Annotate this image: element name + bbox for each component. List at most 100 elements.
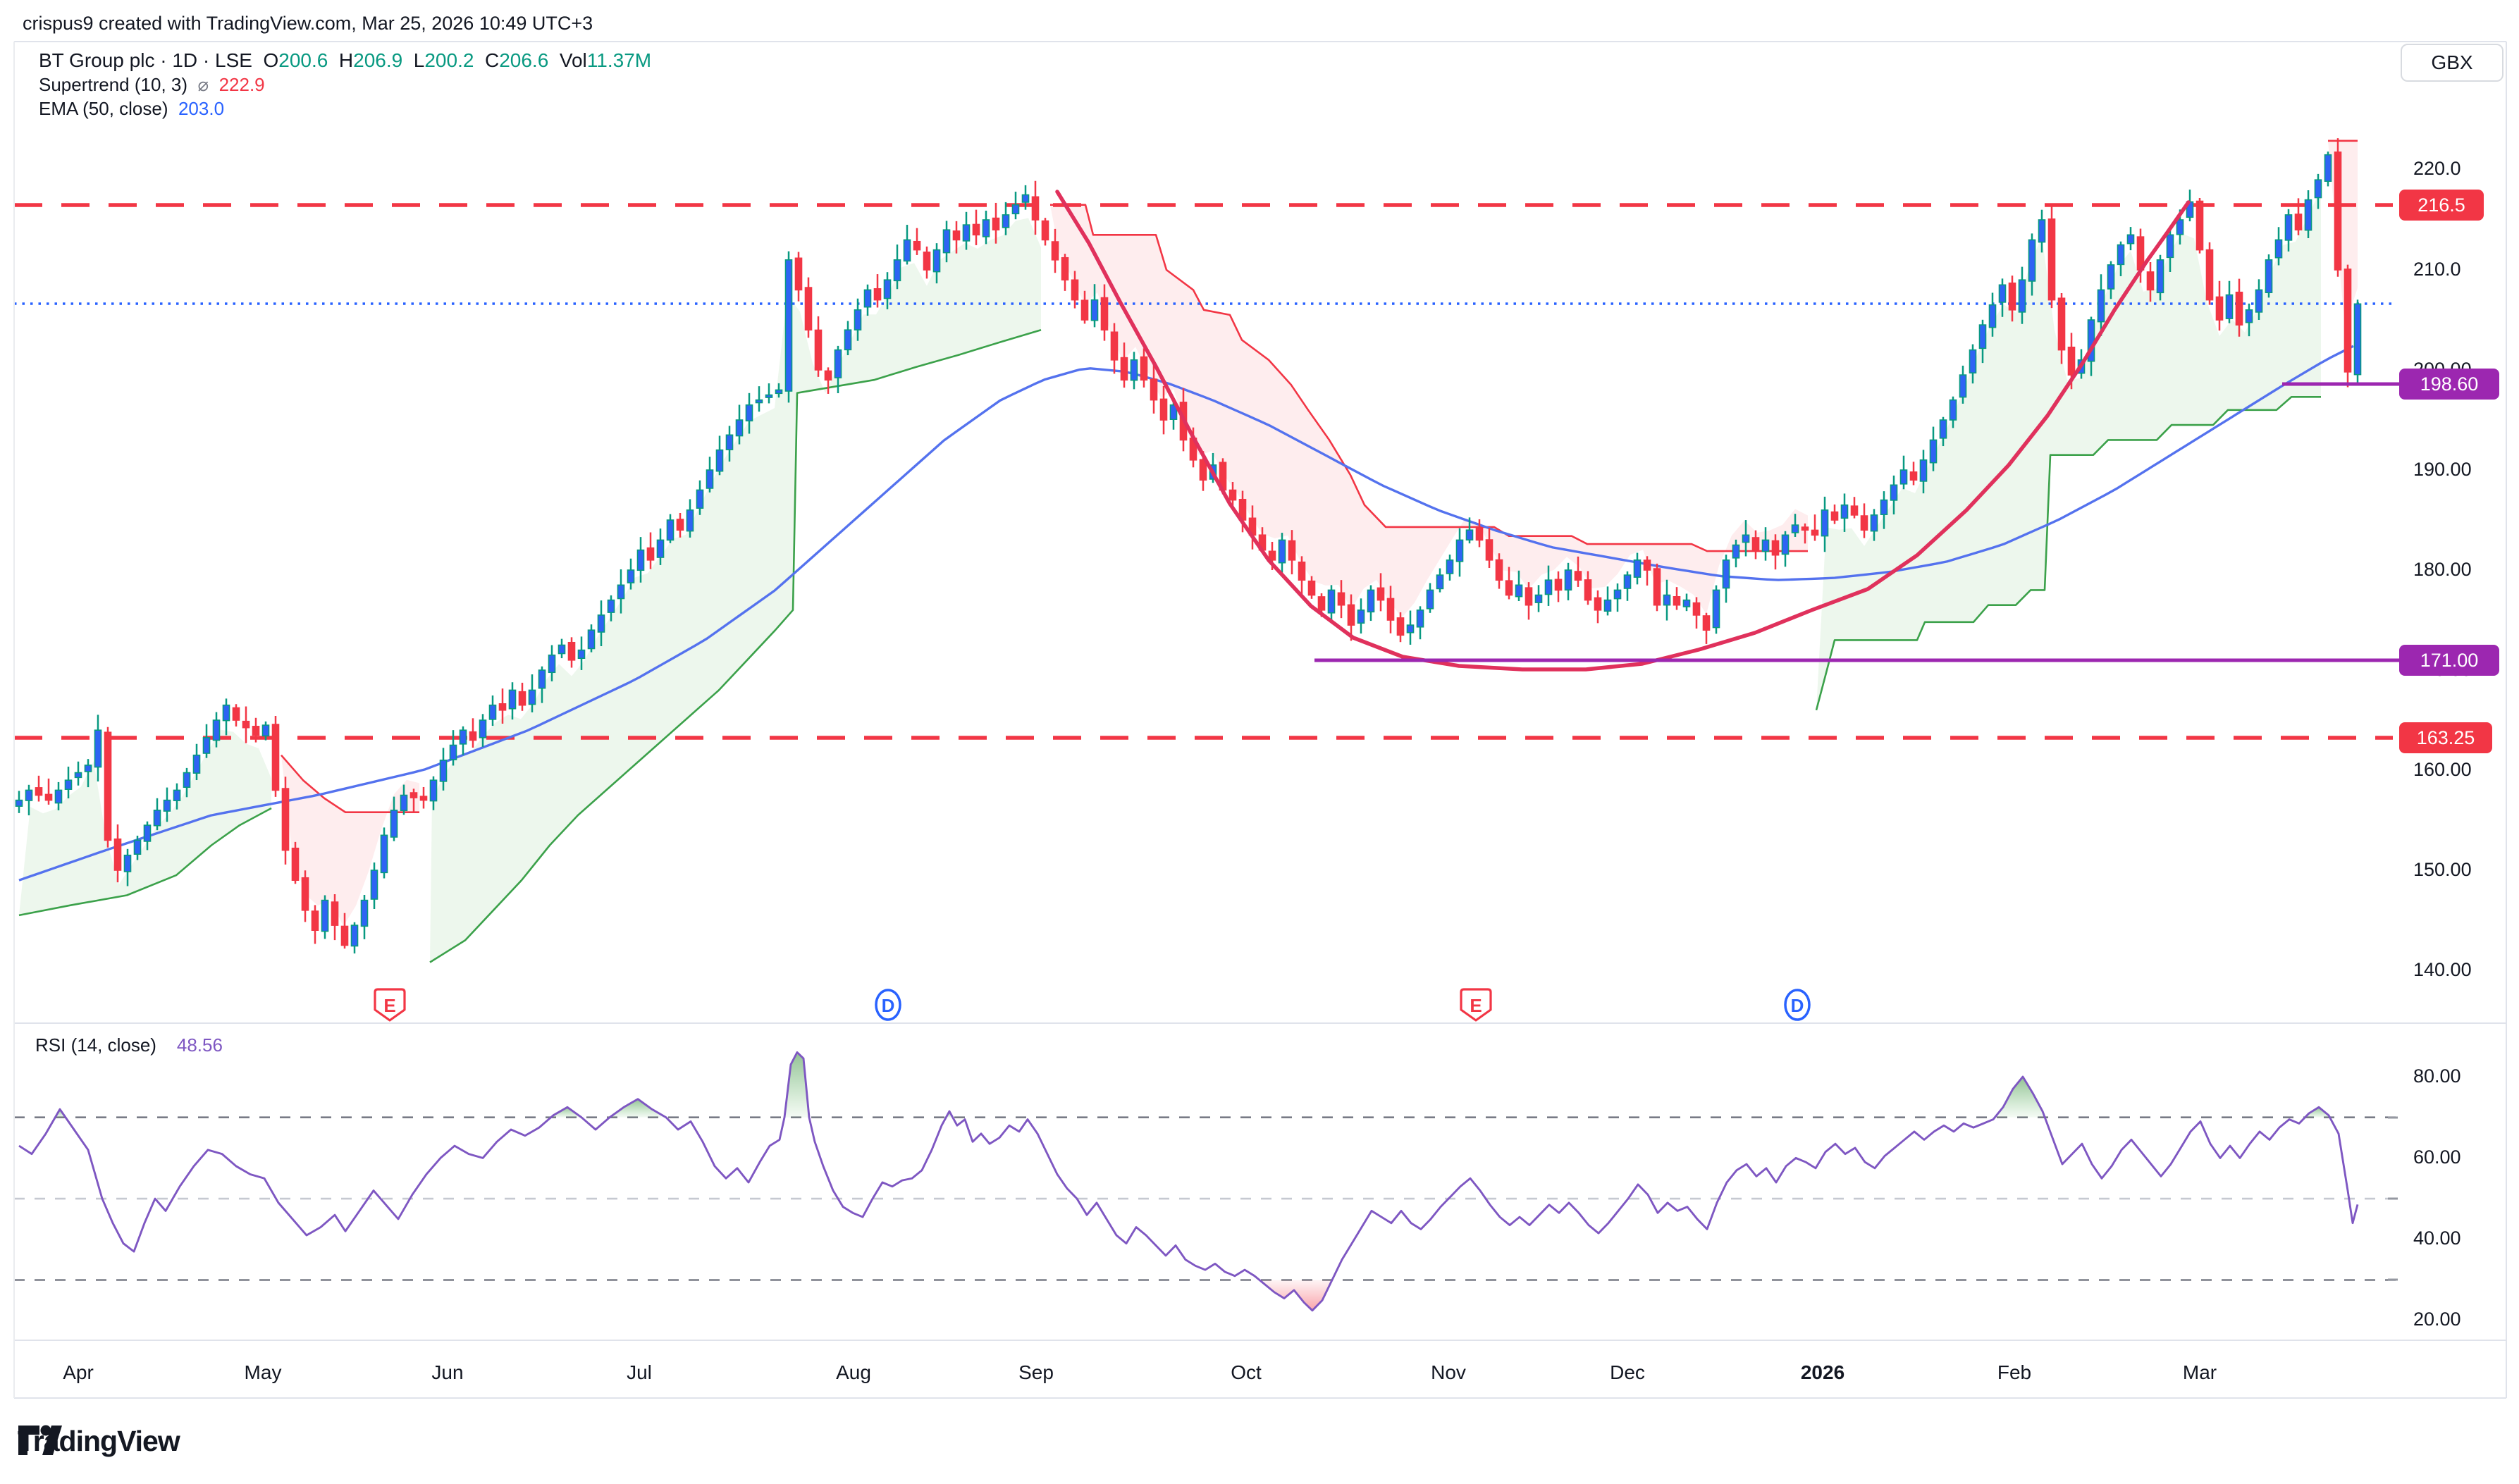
candle-body bbox=[863, 289, 872, 308]
rsi-panel[interactable] bbox=[14, 1051, 2396, 1312]
legend-part: ⌀ bbox=[187, 74, 219, 95]
event-badge-dividend[interactable]: D bbox=[875, 989, 901, 1021]
ema-legend[interactable]: EMA (50, close) 203.0 bbox=[39, 98, 224, 120]
candle-body bbox=[1031, 196, 1040, 221]
candle-body bbox=[44, 793, 53, 801]
candle-body bbox=[636, 549, 645, 571]
candle-body bbox=[2047, 218, 2056, 301]
candle-body bbox=[1228, 489, 1237, 501]
candle-body bbox=[784, 259, 793, 392]
candle-body bbox=[1673, 596, 1681, 606]
candle-body bbox=[508, 689, 517, 710]
currency-unit-badge[interactable]: GBX bbox=[2401, 44, 2503, 82]
time-axis-label-aug: Aug bbox=[836, 1361, 871, 1383]
candle-body bbox=[577, 649, 586, 660]
candle-body bbox=[2235, 291, 2243, 326]
candle-body bbox=[1959, 374, 1967, 398]
candle-body bbox=[390, 810, 398, 838]
main-price-panel[interactable] bbox=[14, 138, 2396, 963]
candle-body bbox=[1495, 559, 1503, 581]
candle-body bbox=[1298, 561, 1306, 581]
candle-body bbox=[1633, 559, 1642, 578]
candle-body bbox=[1781, 534, 1790, 555]
candle-body bbox=[1268, 550, 1276, 561]
candle-body bbox=[2117, 244, 2125, 266]
candle-body bbox=[133, 839, 142, 855]
candle-body bbox=[64, 779, 73, 790]
supertrend-fill-up bbox=[1816, 188, 2321, 710]
event-badge-letter: D bbox=[1791, 995, 1804, 1016]
candle-body bbox=[2107, 264, 2115, 290]
candle-body bbox=[1742, 534, 1750, 543]
candle-body bbox=[488, 704, 497, 720]
rsi-tick-label: 80.00 bbox=[2413, 1065, 2461, 1087]
candle-body bbox=[1821, 509, 1829, 537]
candle-body bbox=[1929, 439, 1938, 464]
candle-body bbox=[2097, 289, 2105, 323]
candle-body bbox=[567, 641, 576, 661]
event-badge-dividend[interactable]: D bbox=[1784, 989, 1811, 1021]
price-tick-label: 190.00 bbox=[2413, 459, 2472, 480]
candle-body bbox=[153, 810, 161, 827]
candle-body bbox=[291, 847, 300, 881]
time-axis-label-jun: Jun bbox=[431, 1361, 464, 1383]
candle-body bbox=[2156, 259, 2164, 294]
supertrend-line-down bbox=[1050, 204, 1808, 552]
ema-line bbox=[18, 345, 2354, 882]
candle-body bbox=[2008, 282, 2016, 311]
legend-part: H bbox=[328, 49, 354, 71]
candle-body bbox=[617, 584, 625, 600]
symbol-ohlc-legend[interactable]: BT Group plc · 1D · LSE O200.6 H206.9 L2… bbox=[39, 49, 651, 72]
candle-body bbox=[2215, 296, 2224, 321]
candle-body bbox=[1880, 499, 1888, 515]
candle-body bbox=[548, 654, 556, 674]
candle-body bbox=[311, 910, 319, 932]
time-axis-label-oct: Oct bbox=[1231, 1361, 1262, 1383]
event-badge-letter: E bbox=[1470, 995, 1482, 1016]
event-badge-earnings[interactable]: E bbox=[1460, 988, 1492, 1022]
candle-body bbox=[35, 787, 43, 796]
candle-body bbox=[1890, 484, 1898, 501]
candle-body bbox=[1554, 579, 1563, 591]
candle-body bbox=[350, 925, 359, 947]
rsi-tick-label: 20.00 bbox=[2413, 1309, 2461, 1330]
cup-pattern-drawing[interactable] bbox=[1055, 190, 2191, 672]
tradingview-logo[interactable]: TradingView bbox=[18, 1425, 180, 1458]
supertrend-fill-up bbox=[430, 218, 1041, 963]
candle-body bbox=[1860, 515, 1868, 531]
supertrend-line-up bbox=[18, 807, 272, 917]
event-badge-earnings[interactable]: E bbox=[374, 988, 406, 1022]
candle-body bbox=[2067, 346, 2076, 376]
candle-body bbox=[1485, 539, 1493, 561]
supertrend-line-up bbox=[1815, 396, 2321, 711]
candle-body bbox=[370, 870, 378, 900]
candle-body bbox=[15, 799, 23, 807]
candle-body bbox=[794, 257, 803, 291]
candle-body bbox=[1692, 602, 1701, 616]
candle-body bbox=[331, 901, 339, 926]
rsi-overbought-fill bbox=[1995, 1077, 2045, 1118]
candle-body bbox=[1682, 599, 1691, 607]
rsi-legend-value: 48.56 bbox=[176, 1034, 223, 1056]
rsi-legend[interactable]: RSI (14, close) 48.56 bbox=[35, 1034, 223, 1056]
candle-body bbox=[1199, 459, 1207, 481]
candle-body bbox=[706, 469, 714, 489]
candle-body bbox=[1850, 505, 1859, 516]
candle-body bbox=[765, 394, 773, 398]
candle-body bbox=[903, 239, 911, 262]
price-level-badge: 216.5 bbox=[2399, 190, 2484, 221]
time-axis-label-mar: Mar bbox=[2182, 1361, 2217, 1383]
candle-body bbox=[1011, 204, 1020, 215]
candle-body bbox=[242, 720, 250, 729]
supertrend-legend[interactable]: Supertrend (10, 3) ⌀ 222.9 bbox=[39, 74, 265, 96]
candle-body bbox=[1811, 529, 1819, 536]
candle-body bbox=[192, 754, 201, 774]
time-axis-label-sep: Sep bbox=[1018, 1361, 1054, 1383]
candle-body bbox=[459, 729, 467, 745]
candle-body bbox=[400, 794, 408, 812]
candle-body bbox=[123, 854, 132, 872]
candle-body bbox=[54, 789, 63, 804]
candle-body bbox=[202, 737, 211, 754]
candle-body bbox=[834, 349, 842, 378]
